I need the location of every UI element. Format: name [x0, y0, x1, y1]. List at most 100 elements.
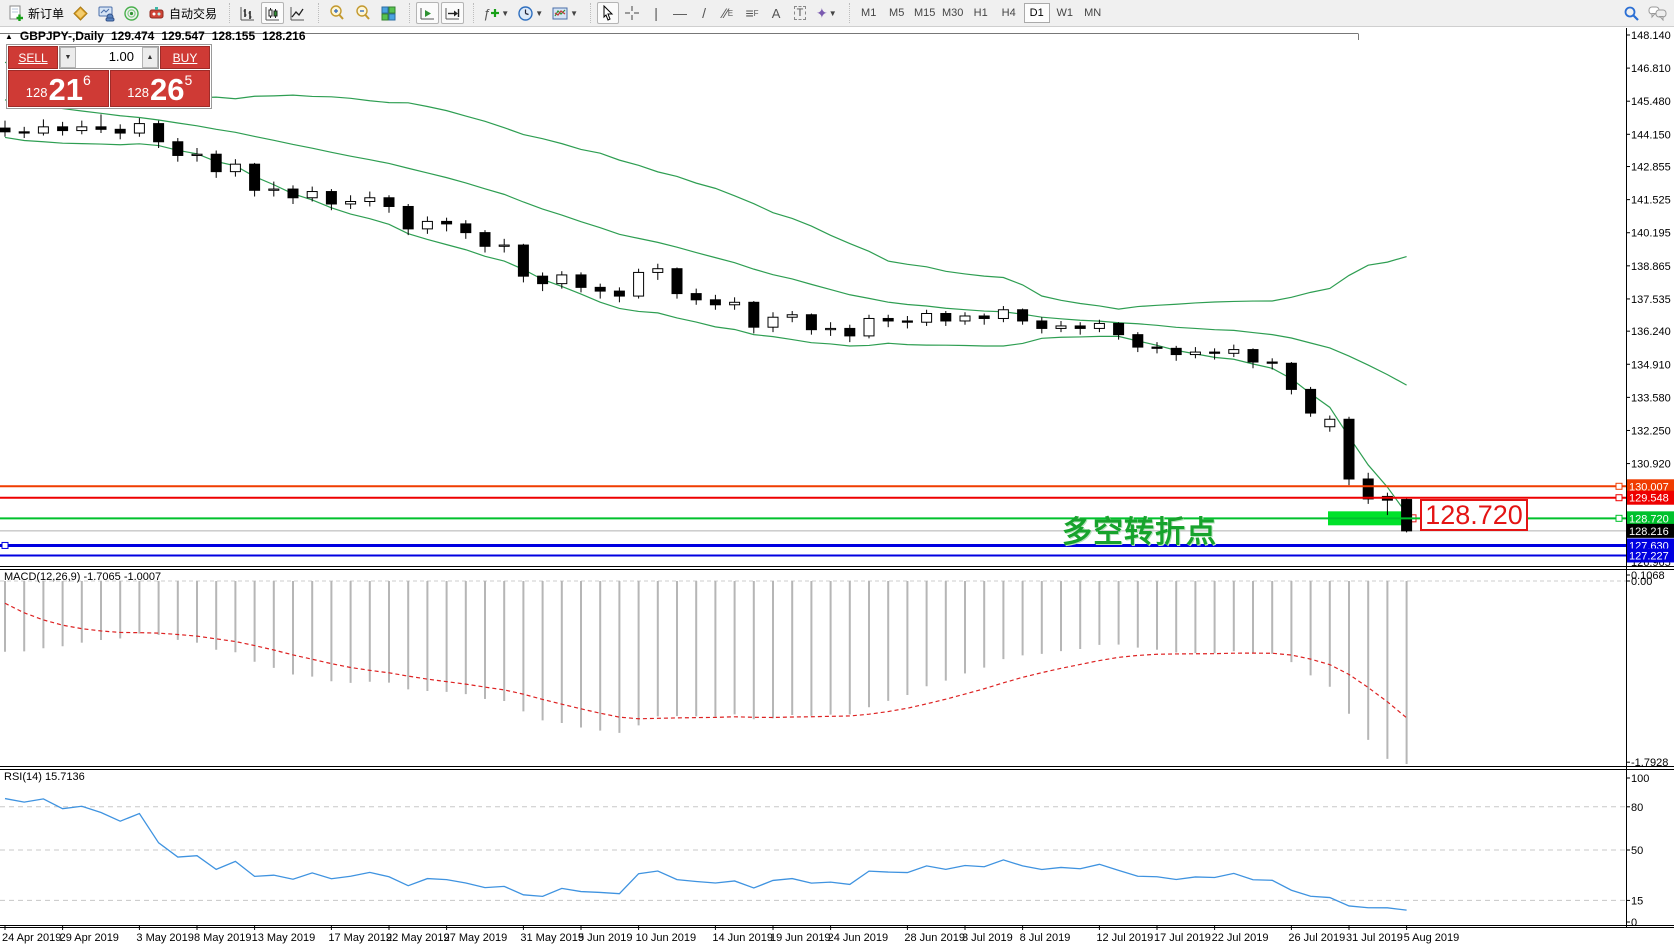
high-value: 129.547	[161, 29, 205, 43]
sell-price-sup: 6	[82, 72, 91, 88]
svg-text:0.00: 0.00	[1631, 576, 1652, 588]
chart-shift-icon	[445, 7, 460, 19]
svg-text:130.007: 130.007	[1629, 481, 1669, 493]
close-value: 128.216	[262, 29, 306, 43]
svg-text:128.216: 128.216	[1629, 526, 1669, 538]
svg-text:22 May 2019: 22 May 2019	[386, 932, 450, 944]
svg-text:80: 80	[1631, 802, 1643, 814]
svg-text:5 Aug 2019: 5 Aug 2019	[1404, 932, 1460, 944]
crosshair-button[interactable]	[621, 2, 643, 24]
tf-button-H4[interactable]: H4	[1001, 7, 1016, 19]
svg-text:12 Jul 2019: 12 Jul 2019	[1096, 932, 1153, 944]
cursor-button[interactable]	[597, 2, 620, 24]
tile-windows-button[interactable]	[377, 2, 400, 24]
toolbar: 新订单 自动交易	[0, 0, 1674, 27]
svg-text:140.195: 140.195	[1631, 228, 1671, 240]
toolbar-separator	[223, 3, 231, 23]
collapse-arrow-icon[interactable]: ▲	[5, 31, 13, 41]
svg-text:13 May 2019: 13 May 2019	[252, 932, 316, 944]
sell-price-big: 21	[48, 71, 83, 107]
templates-button[interactable]: ▼	[548, 2, 581, 24]
candlestick-chart-button[interactable]	[261, 2, 285, 24]
sell-price-button[interactable]: 128 21 6	[8, 70, 109, 107]
macd-label: MACD(12,26,9) -1.7065 -1.0007	[4, 571, 162, 583]
search-button[interactable]	[1620, 2, 1643, 24]
tile-windows-icon	[381, 6, 396, 20]
periods-button[interactable]: ▼	[514, 2, 546, 24]
svg-text:17 May 2019: 17 May 2019	[328, 932, 392, 944]
turning-point-annotation[interactable]: 多空转折点	[1062, 516, 1217, 549]
tf-button-M15[interactable]: M15	[913, 7, 936, 19]
auto-trading-button[interactable]: 自动交易	[145, 2, 220, 24]
tf-button-W1[interactable]: W1	[1056, 7, 1073, 19]
svg-text:24 Apr 2019: 24 Apr 2019	[2, 932, 61, 944]
buy-price-button[interactable]: 128 26 5	[109, 70, 210, 107]
svg-text:133.580: 133.580	[1631, 392, 1671, 404]
volume-up-button[interactable]: ▲	[142, 47, 158, 68]
template-icon	[552, 7, 568, 19]
add-indicator-icon	[491, 9, 500, 17]
zoom-out-button[interactable]	[351, 2, 375, 24]
search-icon	[1624, 6, 1639, 21]
crosshair-icon	[625, 6, 640, 20]
svg-text:31 May 2019: 31 May 2019	[520, 932, 584, 944]
profile-button[interactable]	[94, 2, 118, 24]
cursor-icon	[603, 5, 614, 21]
vertical-line-button[interactable]: |	[654, 5, 658, 21]
auto-trading-icon	[149, 6, 164, 18]
new-order-button[interactable]: 新订单	[4, 2, 67, 24]
zoom-in-button[interactable]	[325, 2, 349, 24]
volume-input[interactable]: 1.00	[108, 49, 134, 64]
svg-text:24 Jun 2019: 24 Jun 2019	[828, 932, 889, 944]
chevron-down-icon: ▼	[828, 8, 837, 18]
svg-text:3 Jul 2019: 3 Jul 2019	[962, 932, 1013, 944]
data-feed-button[interactable]	[120, 2, 143, 24]
svg-text:10 Jun 2019: 10 Jun 2019	[636, 932, 697, 944]
buy-button[interactable]: BUY	[160, 46, 210, 69]
buy-price-big: 26	[149, 71, 185, 107]
svg-text:5 Jun 2019: 5 Jun 2019	[578, 932, 632, 944]
auto-scroll-button[interactable]	[416, 2, 440, 24]
toolbar-separator	[467, 3, 475, 23]
chevron-down-icon: ▼	[535, 8, 544, 18]
price-tag-box[interactable]: 128.720	[1420, 499, 1528, 531]
volume-down-button[interactable]: ▼	[60, 47, 76, 68]
text-label-button[interactable]: T	[789, 2, 811, 24]
indicators-button[interactable]: ƒ ▼	[483, 5, 510, 21]
tf-button-M30[interactable]: M30	[941, 7, 964, 19]
svg-text:146.810: 146.810	[1631, 63, 1671, 75]
svg-text:-1.7928: -1.7928	[1631, 757, 1668, 769]
svg-text:27 May 2019: 27 May 2019	[444, 932, 508, 944]
chat-button[interactable]	[1645, 2, 1670, 24]
profile-icon	[98, 6, 115, 21]
svg-text:26 Jul 2019: 26 Jul 2019	[1288, 932, 1345, 944]
text-button[interactable]: A	[771, 5, 781, 21]
tf-button-H1[interactable]: H1	[973, 7, 988, 19]
svg-text:8 Jul 2019: 8 Jul 2019	[1020, 932, 1071, 944]
svg-text:145.480: 145.480	[1631, 96, 1671, 108]
svg-text:17 Jul 2019: 17 Jul 2019	[1154, 932, 1211, 944]
tf-button-D1[interactable]: D1	[1023, 3, 1050, 23]
channel-button[interactable]: ⁄⁄ E	[723, 5, 734, 21]
svg-text:137.535: 137.535	[1631, 294, 1671, 306]
trendline-button[interactable]: /	[702, 5, 706, 21]
toolbar-separator	[312, 3, 320, 23]
tf-button-M5[interactable]: M5	[889, 7, 905, 19]
sell-button[interactable]: SELL	[8, 46, 58, 69]
horizontal-line-button[interactable]: —	[673, 5, 688, 21]
chart-shift-button[interactable]	[441, 2, 465, 24]
tf-button-MN[interactable]: MN	[1084, 7, 1102, 19]
new-chart-button[interactable]	[69, 2, 92, 24]
clock-icon	[518, 5, 533, 21]
tf-button-M1[interactable]: M1	[861, 7, 877, 19]
toolbar-separator	[584, 3, 592, 23]
bar-chart-button[interactable]	[236, 2, 259, 24]
fibonacci-button[interactable]: ≡ F	[745, 5, 759, 21]
bar-chart-icon	[240, 6, 255, 20]
data-feed-icon	[124, 5, 139, 21]
svg-text:22 Jul 2019: 22 Jul 2019	[1212, 932, 1269, 944]
line-chart-button[interactable]	[286, 2, 309, 24]
chat-icon	[1648, 6, 1667, 21]
arrows-button[interactable]: ✦ ▼	[816, 5, 837, 21]
